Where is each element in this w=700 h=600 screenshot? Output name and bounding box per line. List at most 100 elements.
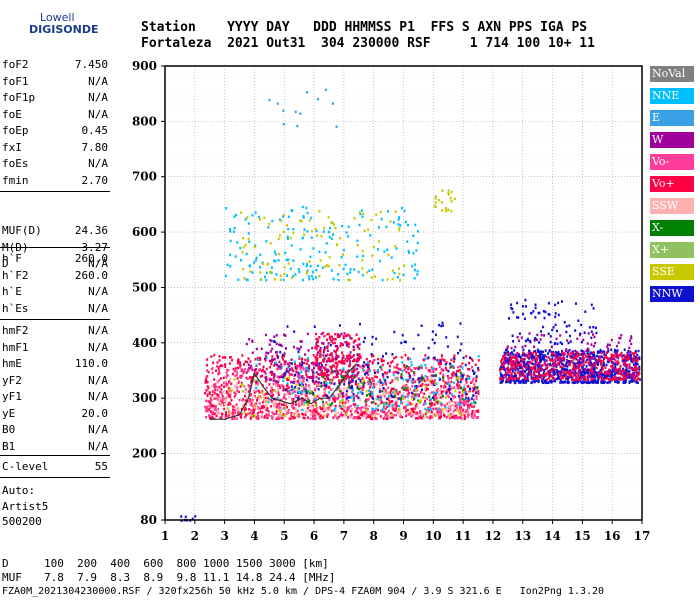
- data-point: [454, 401, 457, 404]
- data-point: [255, 347, 258, 351]
- data-point: [545, 381, 548, 384]
- data-point: [412, 378, 415, 381]
- data-point: [500, 358, 503, 361]
- data-point: [471, 409, 474, 413]
- data-point: [386, 278, 389, 281]
- data-point: [269, 371, 272, 374]
- data-point: [351, 374, 354, 377]
- data-point: [247, 412, 250, 415]
- data-point: [301, 205, 304, 209]
- data-point: [303, 401, 306, 404]
- data-point: [247, 383, 250, 387]
- data-point: [510, 375, 513, 378]
- data-point: [245, 396, 248, 400]
- data-point: [310, 375, 313, 379]
- data-point: [384, 390, 387, 394]
- data-point: [450, 373, 453, 376]
- data-point: [243, 369, 246, 373]
- data-point: [230, 390, 233, 393]
- data-point: [393, 376, 396, 380]
- data-point: [328, 357, 331, 360]
- param-name: yF2: [2, 373, 22, 387]
- data-point: [215, 385, 218, 389]
- data-point: [333, 365, 336, 368]
- data-point: [288, 389, 291, 392]
- data-point: [371, 377, 374, 380]
- data-point: [351, 379, 354, 382]
- data-point: [316, 338, 319, 341]
- trace-line: [209, 364, 357, 420]
- data-point: [359, 416, 362, 420]
- data-point: [591, 375, 594, 378]
- data-point: [279, 414, 282, 417]
- data-point: [228, 411, 231, 415]
- param-value: 55: [94, 460, 108, 473]
- data-point: [214, 388, 217, 392]
- data-point: [576, 361, 579, 365]
- data-point: [383, 405, 386, 408]
- data-point: [367, 382, 370, 386]
- data-point: [329, 359, 332, 363]
- data-point: [277, 237, 280, 241]
- data-point: [265, 354, 267, 358]
- data-point: [242, 384, 245, 387]
- data-point: [362, 254, 365, 258]
- data-point: [299, 376, 302, 379]
- data-point: [344, 263, 347, 267]
- data-point: [534, 369, 537, 373]
- data-point: [453, 357, 456, 360]
- data-point: [510, 346, 513, 350]
- data-point: [629, 354, 632, 358]
- data-point: [341, 359, 343, 362]
- data-point: [263, 216, 266, 220]
- data-point: [432, 396, 434, 399]
- data-point: [542, 381, 544, 384]
- data-point: [250, 378, 253, 381]
- data-point: [321, 408, 324, 411]
- data-point: [275, 354, 278, 357]
- data-point: [425, 397, 428, 400]
- data-point: [531, 358, 534, 362]
- data-point: [273, 357, 276, 361]
- data-point: [325, 401, 328, 404]
- data-point: [246, 278, 249, 282]
- data-point: [416, 241, 419, 245]
- data-point: [398, 272, 401, 276]
- data-point: [627, 349, 630, 353]
- data-point: [406, 386, 409, 389]
- data-point: [464, 402, 467, 406]
- data-point: [328, 398, 331, 402]
- data-point: [255, 390, 258, 393]
- data-point: [554, 360, 557, 363]
- data-point: [232, 408, 235, 411]
- data-point: [323, 357, 326, 360]
- data-point: [440, 367, 443, 371]
- data-point: [635, 367, 638, 371]
- data-point: [352, 403, 355, 406]
- data-point: [318, 416, 321, 419]
- data-point: [263, 416, 266, 419]
- data-point: [260, 278, 263, 281]
- data-point: [585, 365, 588, 368]
- data-point: [631, 352, 634, 355]
- data-point: [307, 369, 310, 372]
- data-point: [204, 379, 207, 383]
- data-point: [617, 361, 620, 365]
- data-point: [322, 351, 325, 354]
- data-point: [334, 407, 337, 411]
- data-point: [204, 381, 207, 384]
- data-point: [561, 370, 564, 374]
- data-point: [381, 373, 384, 376]
- data-point: [204, 392, 206, 395]
- data-point: [450, 416, 453, 419]
- data-point: [343, 403, 346, 406]
- data-point: [330, 353, 333, 356]
- data-point: [506, 380, 509, 384]
- data-point: [407, 413, 410, 416]
- data-point: [313, 382, 316, 385]
- data-point: [234, 370, 236, 373]
- data-point: [510, 367, 513, 371]
- data-point: [259, 218, 261, 221]
- data-point: [619, 353, 622, 357]
- data-point: [450, 209, 453, 213]
